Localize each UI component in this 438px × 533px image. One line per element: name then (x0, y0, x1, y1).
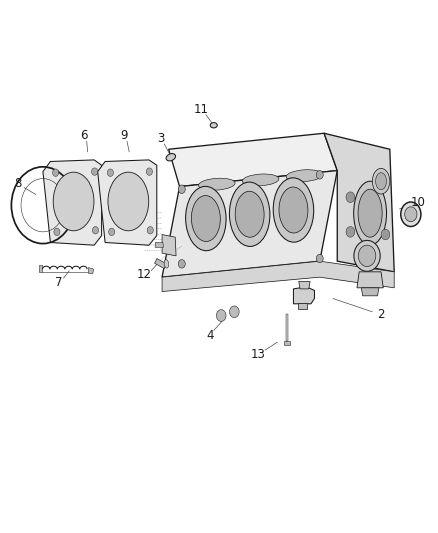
Polygon shape (43, 160, 102, 245)
Ellipse shape (198, 178, 235, 190)
Text: 6: 6 (80, 130, 88, 142)
Ellipse shape (210, 123, 217, 128)
Polygon shape (169, 133, 337, 187)
Polygon shape (298, 303, 307, 309)
Text: 13: 13 (251, 348, 266, 361)
Text: 4: 4 (206, 329, 214, 342)
Polygon shape (162, 171, 337, 277)
Polygon shape (39, 265, 42, 272)
Circle shape (146, 168, 152, 175)
Circle shape (109, 228, 115, 236)
Polygon shape (361, 288, 379, 296)
Ellipse shape (354, 240, 380, 271)
Text: 7: 7 (54, 276, 62, 289)
Circle shape (381, 229, 390, 240)
Polygon shape (162, 261, 394, 292)
Polygon shape (299, 281, 310, 289)
Text: 12: 12 (137, 268, 152, 281)
Polygon shape (155, 243, 163, 247)
Ellipse shape (230, 182, 270, 246)
Circle shape (405, 207, 417, 222)
Ellipse shape (53, 172, 94, 231)
Ellipse shape (375, 173, 387, 190)
Circle shape (401, 202, 421, 227)
Polygon shape (293, 287, 314, 304)
Circle shape (147, 227, 153, 234)
Circle shape (92, 168, 98, 175)
Text: 3: 3 (158, 132, 165, 145)
Circle shape (54, 228, 60, 236)
Text: 8: 8 (14, 177, 21, 190)
Ellipse shape (164, 260, 169, 268)
Polygon shape (286, 314, 288, 341)
Ellipse shape (286, 169, 323, 182)
Ellipse shape (191, 196, 220, 241)
Ellipse shape (242, 174, 279, 186)
Polygon shape (357, 272, 383, 288)
Text: 10: 10 (411, 196, 426, 209)
Polygon shape (88, 268, 94, 273)
Circle shape (53, 169, 59, 176)
Text: 9: 9 (120, 130, 128, 142)
Circle shape (316, 254, 323, 263)
Ellipse shape (279, 187, 308, 233)
Circle shape (178, 260, 185, 268)
Polygon shape (98, 160, 157, 245)
Circle shape (178, 185, 185, 193)
Polygon shape (155, 259, 166, 269)
Circle shape (107, 169, 113, 176)
Polygon shape (162, 235, 176, 256)
Ellipse shape (235, 191, 264, 237)
Ellipse shape (186, 187, 226, 251)
Ellipse shape (372, 168, 390, 194)
Text: 2: 2 (377, 308, 385, 321)
Ellipse shape (354, 181, 387, 245)
Polygon shape (284, 341, 290, 345)
Ellipse shape (358, 189, 382, 237)
Ellipse shape (273, 178, 314, 242)
Ellipse shape (166, 154, 176, 161)
Circle shape (346, 192, 355, 203)
Ellipse shape (108, 172, 148, 231)
Circle shape (346, 227, 355, 237)
Circle shape (92, 227, 99, 234)
Polygon shape (324, 133, 394, 272)
Ellipse shape (358, 245, 376, 266)
Circle shape (216, 310, 226, 321)
Circle shape (316, 171, 323, 179)
Text: 11: 11 (194, 103, 209, 116)
Circle shape (230, 306, 239, 318)
